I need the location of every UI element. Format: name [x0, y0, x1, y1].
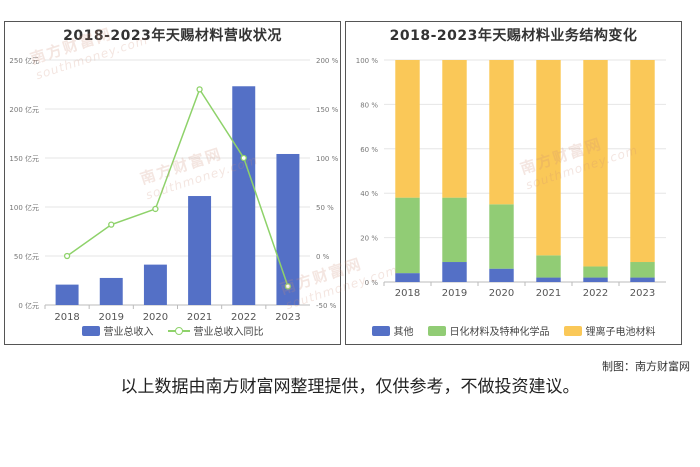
- stacked-bar-segment: [630, 60, 655, 263]
- legend-label-chemicals: 日化材料及特种化学品: [449, 327, 550, 338]
- x-tick-label: 2021: [536, 288, 561, 299]
- revenue-chart-svg: 0 亿元 50 亿元 100 亿元 150 亿元 200 亿元 250 亿元 -50 % 0 …: [9, 56, 339, 323]
- revenue-chart-title: 2018-2023年天赐材料营收状况: [63, 28, 282, 44]
- y-tick-label: 60 %: [360, 146, 378, 154]
- y-right-tick-label: 200 %: [316, 57, 339, 65]
- stacked-bar-segment: [489, 60, 514, 205]
- yoy-point: [152, 205, 159, 213]
- yoy-point: [240, 154, 247, 162]
- y-left-tick-label: 0 亿元: [18, 301, 39, 310]
- y-right-tick-label: 0 %: [316, 253, 330, 261]
- y-left-tick-label: 100 亿元: [9, 203, 39, 212]
- stacked-bar-segment: [442, 262, 467, 282]
- stacked-bar-segment: [583, 266, 608, 278]
- legend-swatch-yoy: [167, 326, 190, 336]
- y-right-tick-label: 100 %: [316, 155, 339, 163]
- x-tick-label: 2019: [99, 312, 124, 323]
- revenue-bar: [143, 264, 167, 305]
- legend-item-battery[interactable]: 锂离子电池材料: [563, 323, 656, 338]
- legend-swatch-revenue: [81, 325, 100, 336]
- revenue-bar: [188, 196, 212, 305]
- legend-label-other: 其他: [393, 327, 414, 338]
- stacked-bar-segment: [442, 197, 467, 263]
- x-tick-label: 2018: [395, 288, 420, 299]
- y-left-tick-label: 150 亿元: [9, 154, 39, 163]
- legend-label-revenue: 营业总收入: [103, 327, 154, 338]
- stacked-bar-segment: [395, 273, 420, 282]
- stacked-bar-segment: [489, 204, 514, 269]
- legend-label-battery: 锂离子电池材料: [585, 327, 656, 338]
- stacked-bar-segment: [630, 262, 655, 278]
- y-right-tick-label: -50 %: [316, 302, 337, 310]
- stacked-bar-segment: [395, 60, 420, 198]
- yoy-line: [66, 87, 289, 287]
- y-tick-label: 0 %: [365, 279, 379, 287]
- y-right-tick-label: 50 %: [316, 204, 334, 212]
- y-tick-label: 80 %: [360, 101, 378, 109]
- legend-item-chemicals[interactable]: 日化材料及特种化学品: [427, 323, 550, 338]
- legend-item-revenue[interactable]: 营业总收入: [81, 323, 154, 338]
- y-right-tick-label: 150 %: [316, 106, 339, 114]
- revenue-bar: [232, 86, 256, 305]
- legend-label-yoy: 营业总收入同比: [193, 327, 264, 338]
- x-tick-label: 2021: [187, 312, 212, 323]
- revenue-bar: [99, 277, 123, 305]
- x-tick-label: 2023: [275, 312, 300, 323]
- structure-chart-legend: 其他 日化材料及特种化学品 锂离子电池材料: [346, 323, 681, 338]
- yoy-point: [196, 86, 203, 93]
- legend-item-yoy[interactable]: 营业总收入同比: [167, 323, 264, 338]
- legend-item-other[interactable]: 其他: [371, 323, 414, 338]
- structure-chart-panel: 2018-2023年天赐材料业务结构变化 0 % 20 % 40 % 60 % 80 %…: [345, 21, 682, 345]
- stacked-bar-segment: [583, 60, 608, 267]
- x-tick-label: 2020: [143, 312, 168, 323]
- stacked-bar-segment: [536, 60, 561, 256]
- x-tick-label: 2023: [630, 288, 655, 299]
- legend-swatch-chemicals: [427, 325, 446, 336]
- y-tick-label: 20 %: [360, 235, 378, 243]
- y-left-tick-label: 50 亿元: [14, 252, 39, 261]
- stacked-bar-segment: [536, 277, 561, 282]
- x-tick-label: 2022: [231, 312, 256, 323]
- chart-credit: 制图：南方财富网: [602, 360, 690, 373]
- x-tick-label: 2020: [489, 288, 514, 299]
- x-tick-label: 2018: [54, 312, 79, 323]
- stacked-bar-segment: [489, 268, 514, 282]
- structure-chart-svg: 0 % 20 % 40 % 60 % 80 % 100 % 2018 2019 2020 2021…: [356, 57, 666, 299]
- disclaimer-text: 以上数据由南方财富网整理提供，仅供参考，不做投资建议。: [120, 377, 580, 397]
- legend-swatch-battery: [563, 325, 582, 336]
- stacked-bar-segment: [442, 60, 467, 198]
- y-tick-label: 40 %: [360, 190, 378, 198]
- yoy-point: [284, 283, 292, 290]
- yoy-point: [108, 221, 115, 228]
- structure-chart-title: 2018-2023年天赐材料业务结构变化: [389, 28, 638, 44]
- revenue-chart-panel: 2018-2023年天赐材料营收状况 0 亿元 50 亿元 100 亿元 150 亿元…: [4, 21, 341, 345]
- x-tick-label: 2019: [442, 288, 467, 299]
- revenue-bar: [276, 153, 300, 305]
- yoy-point: [63, 252, 71, 260]
- revenue-bar: [55, 284, 79, 305]
- y-left-tick-label: 200 亿元: [9, 105, 39, 114]
- legend-swatch-other: [371, 325, 390, 336]
- stacked-bar-segment: [630, 277, 655, 282]
- y-tick-label: 100 %: [356, 57, 379, 65]
- stacked-bar-segment: [583, 277, 608, 282]
- stacked-bar-segment: [536, 255, 561, 278]
- revenue-chart-legend: 营业总收入 营业总收入同比: [5, 323, 340, 338]
- stacked-bar-segment: [395, 197, 420, 274]
- y-left-tick-label: 250 亿元: [9, 56, 39, 65]
- x-tick-label: 2022: [583, 288, 608, 299]
